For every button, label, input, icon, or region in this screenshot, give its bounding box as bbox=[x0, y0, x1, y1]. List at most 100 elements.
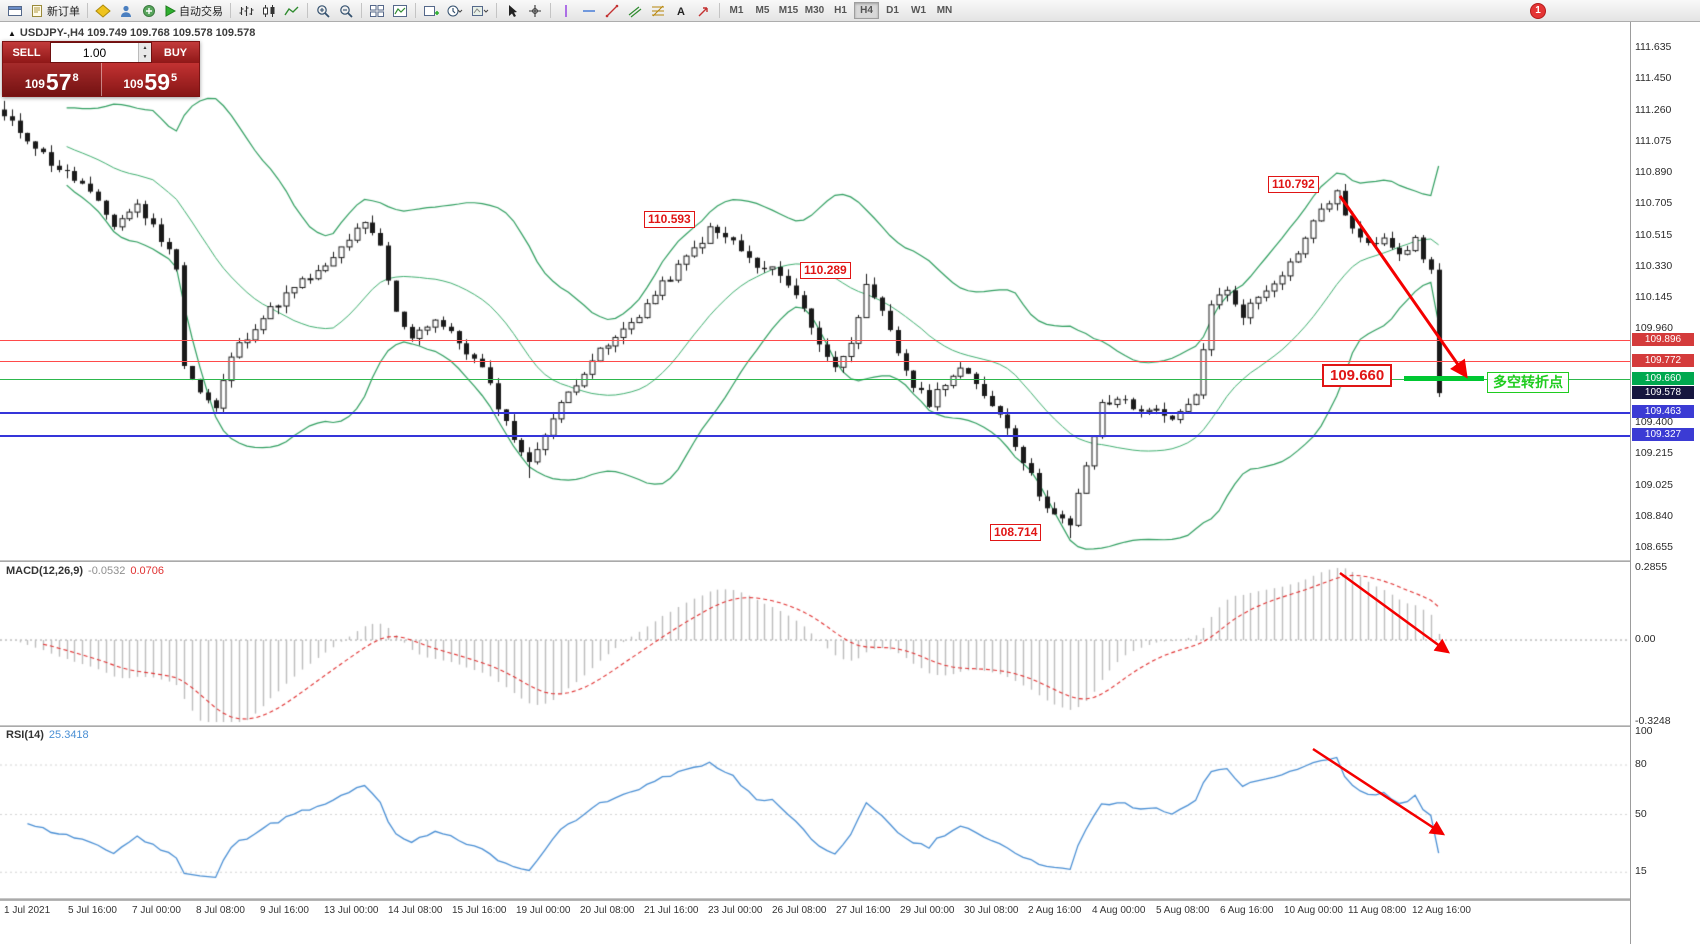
rsi-label: RSI(14) bbox=[6, 729, 44, 741]
arrow-objects-button[interactable] bbox=[693, 1, 715, 21]
panel-splitter-rsi[interactable] bbox=[0, 725, 1631, 727]
community-button[interactable] bbox=[138, 1, 160, 21]
sell-price-big: 57 bbox=[45, 69, 72, 96]
templates-button[interactable] bbox=[468, 1, 492, 21]
timeframe-w1-button[interactable]: W1 bbox=[906, 2, 931, 19]
chart-window-button[interactable] bbox=[4, 1, 26, 21]
price-axis-tag: 109.463 bbox=[1632, 405, 1694, 419]
buy-price-button[interactable]: 109 59 5 bbox=[102, 63, 200, 96]
time-axis-label: 5 Jul 16:00 bbox=[68, 905, 117, 916]
timeframe-m1-button[interactable]: M1 bbox=[724, 2, 749, 19]
macd-scale-label: -0.3248 bbox=[1635, 715, 1671, 727]
chart-window-icon bbox=[8, 5, 22, 16]
price-axis-label: 111.075 bbox=[1635, 134, 1672, 147]
line-chart-button[interactable] bbox=[281, 1, 303, 21]
price-axis-tag: 109.660 bbox=[1632, 372, 1694, 386]
toolbar-separator bbox=[361, 3, 362, 18]
community-icon bbox=[143, 4, 155, 17]
price-axis-label: 109.025 bbox=[1635, 478, 1673, 491]
sell-price-button[interactable]: 109 57 8 bbox=[3, 63, 101, 96]
macd-title: MACD(12,26,9) -0.0532 0.0706 bbox=[6, 565, 164, 577]
price-axis-border bbox=[1630, 22, 1631, 944]
price-axis-label: 108.840 bbox=[1635, 509, 1673, 522]
vertical-line-icon bbox=[565, 4, 567, 17]
price-axis[interactable]: 111.635 111.450 111.260 111.075 110.890 110.7… bbox=[1631, 22, 1700, 944]
timeframe-mn-button[interactable]: MN bbox=[932, 2, 957, 19]
sell-button[interactable]: SELL bbox=[3, 42, 50, 63]
price-annotation-110289[interactable]: 110.289 bbox=[800, 262, 851, 279]
horizontal-level-line[interactable] bbox=[0, 435, 1631, 437]
time-axis-label: 11 Aug 08:00 bbox=[1348, 905, 1407, 916]
price-annotation-108714[interactable]: 108.714 bbox=[990, 524, 1042, 541]
new-chart-button[interactable] bbox=[420, 1, 442, 21]
zoom-out-button[interactable] bbox=[335, 1, 357, 21]
price-axis-label: 110.890 bbox=[1635, 166, 1673, 178]
new-order-button[interactable]: 新订单 bbox=[27, 1, 83, 21]
toolbar-separator bbox=[415, 3, 416, 18]
time-axis-label: 15 Jul 16:00 bbox=[452, 905, 507, 916]
chart-quote-line: ▲ USDJPY-,H4 109.749 109.768 109.578 109… bbox=[8, 27, 255, 39]
rsi-scale-label: 80 bbox=[1635, 758, 1647, 770]
price-axis-label: 111.635 bbox=[1635, 41, 1672, 53]
templates-icon bbox=[472, 5, 489, 16]
price-axis-label: 111.450 bbox=[1635, 72, 1672, 85]
horizontal-level-line[interactable] bbox=[0, 361, 1631, 362]
toolbar-separator bbox=[719, 3, 720, 18]
price-annotation-110792[interactable]: 110.792 bbox=[1268, 176, 1319, 193]
time-axis-label: 23 Jul 00:00 bbox=[708, 905, 763, 916]
timeframe-h4-button[interactable]: H4 bbox=[854, 2, 879, 19]
panel-splitter-macd[interactable] bbox=[0, 560, 1631, 562]
autotrading-label: 自动交易 bbox=[179, 5, 223, 18]
sell-price-sup: 8 bbox=[72, 72, 79, 84]
time-axis[interactable]: 1 Jul 2021 5 Jul 16:00 7 Jul 00:00 8 Jul 08… bbox=[0, 900, 1631, 944]
time-axis-label: 20 Jul 08:00 bbox=[580, 905, 635, 916]
macd-main-value: -0.0532 bbox=[88, 565, 126, 577]
volume-input[interactable] bbox=[51, 43, 138, 62]
price-annotation-110593[interactable]: 110.593 bbox=[644, 211, 695, 228]
crosshair-button[interactable] bbox=[524, 1, 546, 21]
timeframe-m30-button[interactable]: M30 bbox=[802, 2, 827, 19]
price-axis-tag: 109.578 bbox=[1632, 386, 1694, 400]
text-label-button[interactable]: A bbox=[670, 1, 692, 21]
timeframe-h1-button[interactable]: H1 bbox=[828, 2, 853, 19]
time-axis-label: 21 Jul 16:00 bbox=[644, 905, 699, 916]
horizontal-level-line[interactable] bbox=[0, 412, 1631, 414]
buy-button[interactable]: BUY bbox=[152, 42, 199, 63]
volume-decrease-button[interactable]: ▼ bbox=[139, 52, 151, 62]
volume-field: ▲ ▼ bbox=[50, 42, 152, 63]
periods-button[interactable] bbox=[443, 1, 467, 21]
autotrading-play-icon bbox=[165, 4, 176, 17]
horizontal-line-button[interactable] bbox=[578, 1, 600, 21]
channel-button[interactable] bbox=[624, 1, 646, 21]
trendline-button[interactable] bbox=[601, 1, 623, 21]
macd-scale-label: 0.2855 bbox=[1635, 561, 1668, 573]
notification-badge[interactable]: 1 bbox=[1530, 2, 1546, 19]
tile-windows-icon bbox=[370, 4, 384, 17]
periods-clock-icon bbox=[447, 5, 463, 16]
tile-windows-button[interactable] bbox=[366, 1, 388, 21]
cursor-button[interactable] bbox=[501, 1, 523, 21]
timeframe-group: M1 M5 M15 M30 H1 H4 D1 W1 MN bbox=[724, 2, 957, 19]
vertical-line-button[interactable] bbox=[555, 1, 577, 21]
fibonacci-button[interactable] bbox=[647, 1, 669, 21]
mql5-wizard-button[interactable] bbox=[92, 1, 114, 21]
timeframe-m15-button[interactable]: M15 bbox=[776, 2, 801, 19]
market-button[interactable] bbox=[115, 1, 137, 21]
turning-point-level-segment[interactable] bbox=[1404, 376, 1484, 381]
price-axis-tag: 109.327 bbox=[1632, 428, 1694, 442]
level-annotation-109660[interactable]: 109.660 bbox=[1322, 364, 1393, 387]
volume-increase-button[interactable]: ▲ bbox=[139, 43, 151, 53]
horizontal-level-line[interactable] bbox=[0, 379, 1631, 380]
candlestick-chart-button[interactable] bbox=[258, 1, 280, 21]
turning-point-label[interactable]: 多空转折点 bbox=[1487, 372, 1569, 393]
price-axis-tag: 109.772 bbox=[1632, 353, 1694, 367]
horizontal-level-line[interactable] bbox=[0, 340, 1631, 341]
zoom-in-button[interactable] bbox=[312, 1, 334, 21]
indicators-button[interactable] bbox=[389, 1, 411, 21]
timeframe-d1-button[interactable]: D1 bbox=[880, 2, 905, 19]
bar-chart-button[interactable] bbox=[235, 1, 257, 21]
autotrading-button[interactable]: 自动交易 bbox=[161, 1, 226, 21]
text-icon: A bbox=[677, 6, 685, 18]
timeframe-m5-button[interactable]: M5 bbox=[750, 2, 775, 19]
